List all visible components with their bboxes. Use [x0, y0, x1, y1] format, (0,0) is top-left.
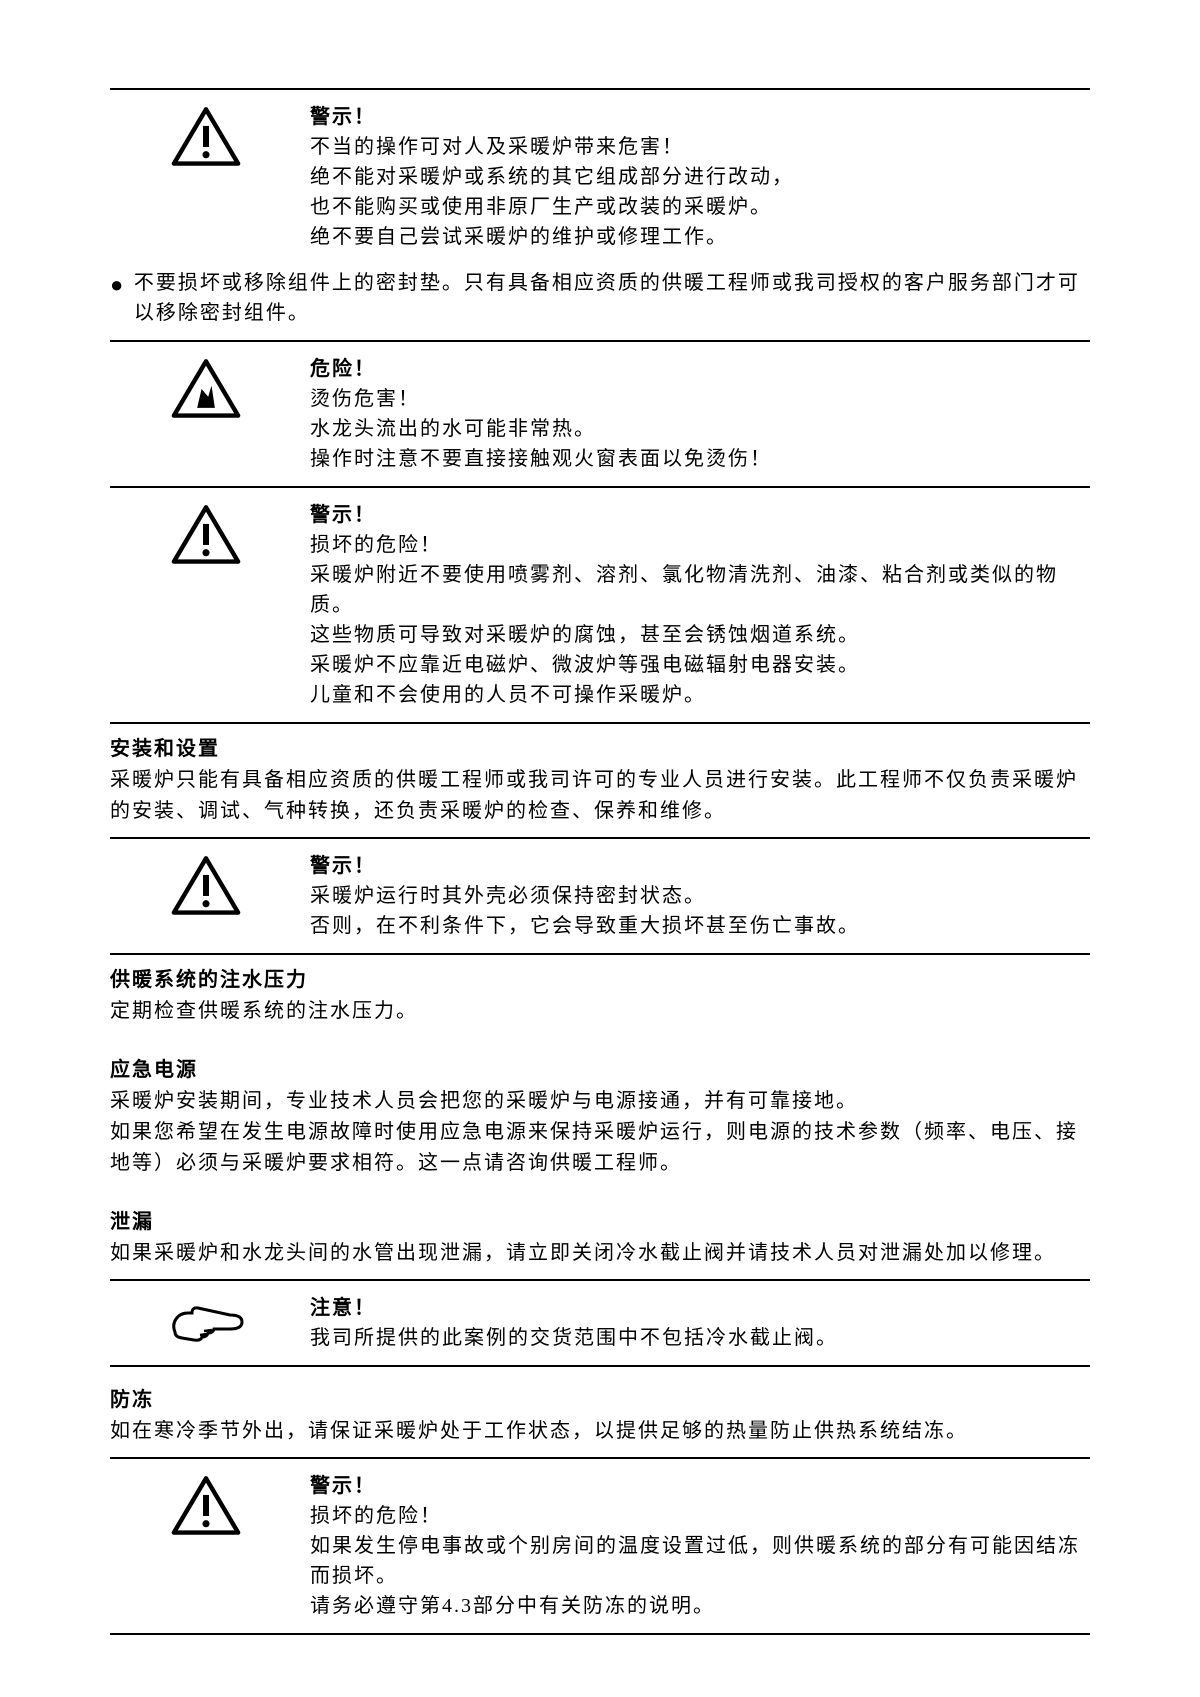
warn4-l2: 损坏的危险！ [310, 1501, 1090, 1531]
power-l1: 采暖炉安装期间，专业技术人员会把您的采暖炉与电源接通，并有可靠接地。 [110, 1086, 1090, 1117]
bullet-text: 不要损坏或移除组件上的密封垫。只有具备相应资质的供暖工程师或我司授权的客户服务部… [134, 268, 1090, 328]
warn1-l5: 绝不要自己尝试采暖炉的维护或修理工作。 [310, 222, 1090, 252]
frost-title: 防冻 [110, 1385, 1090, 1416]
separator [110, 1457, 1090, 1459]
frost-section: 防冻 如在寒冷季节外出，请保证采暖炉处于工作状态，以提供足够的热量防止供热系统结… [110, 1385, 1090, 1447]
warning-block-3: 警示！ 采暖炉运行时其外壳必须保持密封状态。 否则，在不利条件下，它会导致重大损… [170, 847, 1090, 945]
install-section: 安装和设置 采暖炉只能有具备相应资质的供暖工程师或我司许可的专业人员进行安装。此… [110, 734, 1090, 827]
danger-block: 危险！ 烫伤危害！ 水龙头流出的水可能非常热。 操作时注意不要直接接触观火窗表面… [170, 350, 1090, 478]
pressure-title: 供暖系统的注水压力 [110, 965, 1090, 996]
warning-block-1: 警示！ 不当的操作可对人及采暖炉带来危害！ 绝不能对采暖炉或系统的其它组成部分进… [170, 98, 1090, 256]
separator [110, 486, 1090, 488]
danger-l3: 水龙头流出的水可能非常热。 [310, 414, 1090, 444]
warn4-l4: 请务必遵守第4.3部分中有关防冻的说明。 [310, 1591, 1090, 1621]
separator [110, 1633, 1090, 1635]
separator [110, 88, 1090, 90]
power-section: 应急电源 采暖炉安装期间，专业技术人员会把您的采暖炉与电源接通，并有可靠接地。 … [110, 1055, 1090, 1179]
separator [110, 837, 1090, 839]
separator [110, 1365, 1090, 1367]
danger-icon [170, 354, 310, 425]
pressure-body: 定期检查供暖系统的注水压力。 [110, 996, 1090, 1027]
note-body: 我司所提供的此案例的交货范围中不包括冷水截止阀。 [310, 1323, 1090, 1353]
frost-body: 如在寒冷季节外出，请保证采暖炉处于工作状态，以提供足够的热量防止供热系统结冻。 [110, 1416, 1090, 1447]
pointing-hand-icon [170, 1293, 310, 1352]
warn3-l3: 否则，在不利条件下，它会导致重大损坏甚至伤亡事故。 [310, 911, 1090, 941]
warning-icon [170, 102, 310, 173]
separator [110, 1279, 1090, 1281]
warn1-l3: 绝不能对采暖炉或系统的其它组成部分进行改动， [310, 162, 1090, 192]
separator [110, 953, 1090, 955]
leak-section: 泄漏 如果采暖炉和水龙头间的水管出现泄漏，请立即关闭冷水截止阀并请技术人员对泄漏… [110, 1207, 1090, 1269]
note-block: 注意！ 我司所提供的此案例的交货范围中不包括冷水截止阀。 [170, 1289, 1090, 1357]
warning-icon [170, 1471, 310, 1542]
danger-l4: 操作时注意不要直接接触观火窗表面以免烫伤！ [310, 444, 1090, 474]
warn1-l4: 也不能购买或使用非原厂生产或改装的采暖炉。 [310, 192, 1090, 222]
install-body: 采暖炉只能有具备相应资质的供暖工程师或我司许可的专业人员进行安装。此工程师不仅负… [110, 765, 1090, 827]
warn2-l6: 儿童和不会使用的人员不可操作采暖炉。 [310, 680, 1090, 710]
note-title: 注意！ [310, 1293, 1090, 1323]
pressure-section: 供暖系统的注水压力 定期检查供暖系统的注水压力。 [110, 965, 1090, 1027]
warn2-l4: 这些物质可导致对采暖炉的腐蚀，甚至会锈蚀烟道系统。 [310, 620, 1090, 650]
install-title: 安装和设置 [110, 734, 1090, 765]
warn2-l5: 采暖炉不应靠近电磁炉、微波炉等强电磁辐射电器安装。 [310, 650, 1090, 680]
separator [110, 722, 1090, 724]
warn1-title: 警示！ [310, 102, 1090, 132]
danger-title: 危险！ [310, 354, 1090, 384]
warn4-title: 警示！ [310, 1471, 1090, 1501]
warn3-title: 警示！ [310, 851, 1090, 881]
warn3-l2: 采暖炉运行时其外壳必须保持密封状态。 [310, 881, 1090, 911]
power-title: 应急电源 [110, 1055, 1090, 1086]
warning-icon [170, 500, 310, 571]
warn2-l2: 损坏的危险！ [310, 530, 1090, 560]
leak-title: 泄漏 [110, 1207, 1090, 1238]
warn2-l3: 采暖炉附近不要使用喷雾剂、溶剂、氯化物清洗剂、油漆、粘合剂或类似的物质。 [310, 560, 1090, 620]
bullet-marker: ● [110, 268, 134, 301]
warning-icon [170, 851, 310, 922]
warn2-title: 警示！ [310, 500, 1090, 530]
warning-block-4: 警示！ 损坏的危险！ 如果发生停电事故或个别房间的温度设置过低，则供暖系统的部分… [170, 1467, 1090, 1625]
danger-l2: 烫伤危害！ [310, 384, 1090, 414]
bullet-item: ● 不要损坏或移除组件上的密封垫。只有具备相应资质的供暖工程师或我司授权的客户服… [110, 268, 1090, 328]
leak-body: 如果采暖炉和水龙头间的水管出现泄漏，请立即关闭冷水截止阀并请技术人员对泄漏处加以… [110, 1238, 1090, 1269]
power-l2: 如果您希望在发生电源故障时使用应急电源来保持采暖炉运行，则电源的技术参数（频率、… [110, 1117, 1090, 1179]
separator [110, 340, 1090, 342]
warn1-l2: 不当的操作可对人及采暖炉带来危害！ [310, 132, 1090, 162]
warn4-l3: 如果发生停电事故或个别房间的温度设置过低，则供暖系统的部分有可能因结冻而损坏。 [310, 1531, 1090, 1591]
warning-block-2: 警示！ 损坏的危险！ 采暖炉附近不要使用喷雾剂、溶剂、氯化物清洗剂、油漆、粘合剂… [170, 496, 1090, 714]
